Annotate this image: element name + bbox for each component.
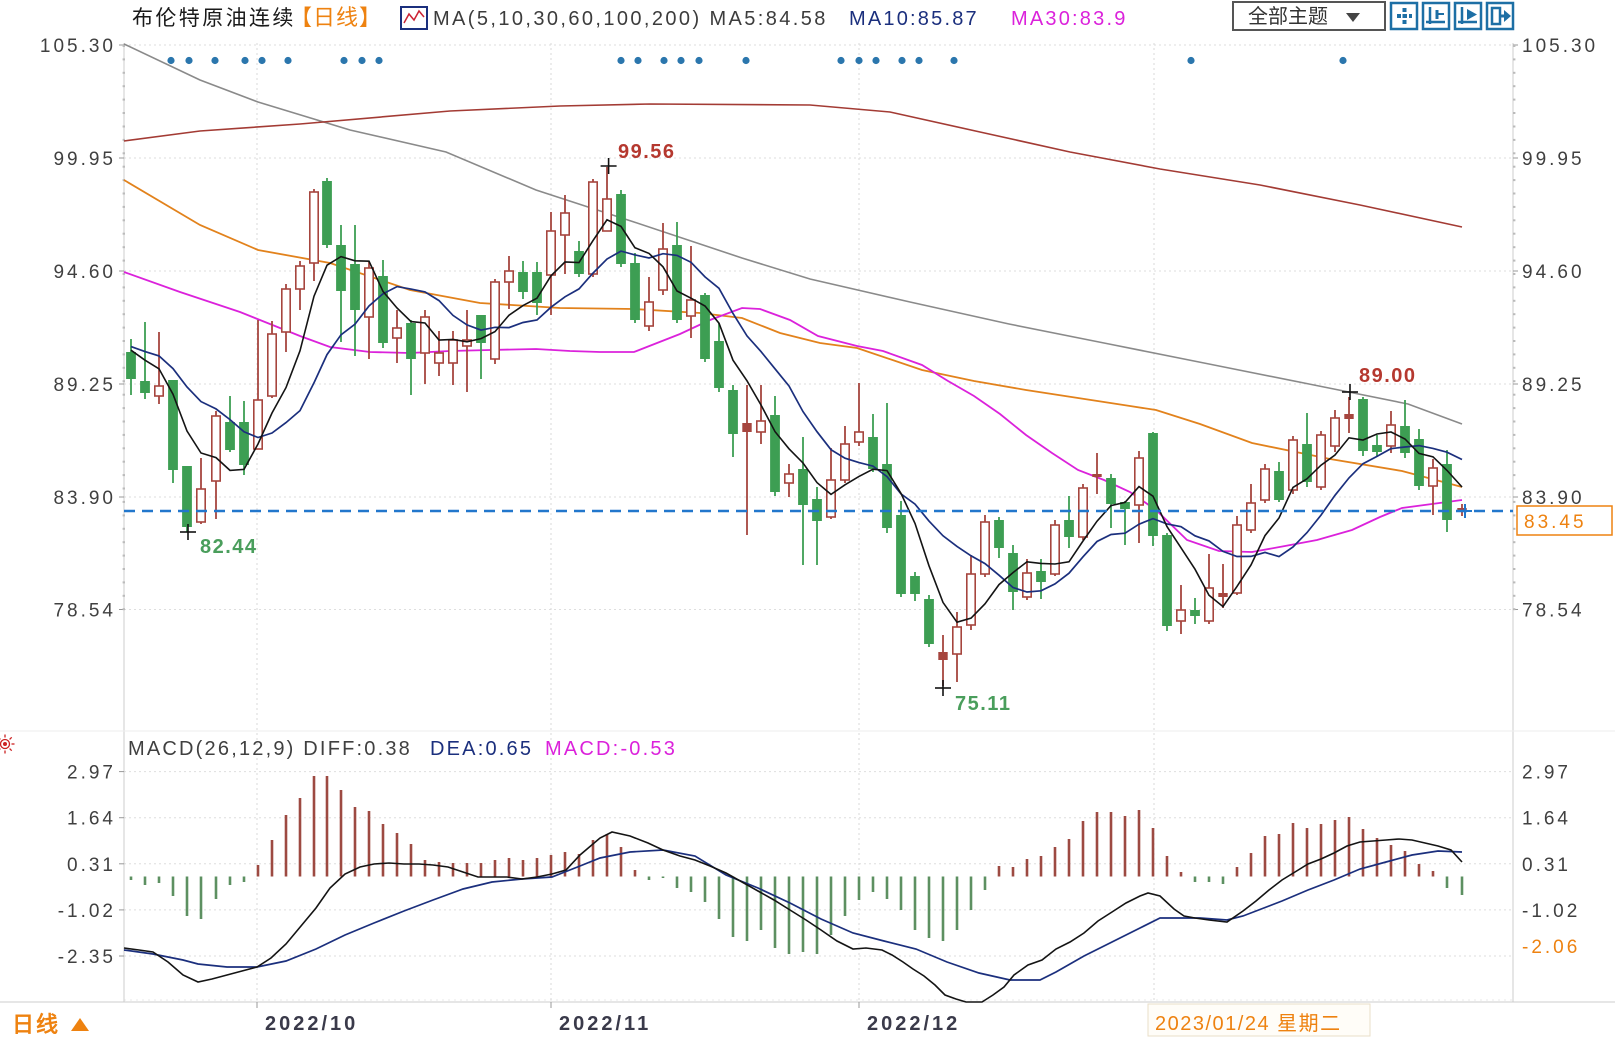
svg-text:DEA:0.65: DEA:0.65	[430, 738, 533, 760]
svg-text:89.25: 89.25	[1522, 375, 1585, 396]
svg-text:94.60: 94.60	[1522, 262, 1585, 283]
svg-text:2022/10: 2022/10	[265, 1013, 358, 1035]
svg-text:78.54: 78.54	[53, 601, 116, 622]
svg-text:日线: 日线	[12, 1012, 60, 1037]
svg-text:2023/01/24 星期二: 2023/01/24 星期二	[1155, 1013, 1342, 1035]
svg-text:78.54: 78.54	[1522, 601, 1585, 622]
svg-text:2.97: 2.97	[1522, 763, 1571, 784]
svg-text:2022/12: 2022/12	[867, 1013, 960, 1035]
svg-text:全部主题: 全部主题	[1248, 5, 1328, 28]
svg-text:1.64: 1.64	[1522, 809, 1571, 830]
svg-text:MACD:-0.53: MACD:-0.53	[545, 738, 677, 760]
svg-text:75.11: 75.11	[955, 693, 1011, 715]
svg-text:MA(5,10,30,60,100,200) MA5:84.: MA(5,10,30,60,100,200) MA5:84.58	[433, 8, 828, 30]
svg-text:83.45: 83.45	[1524, 512, 1587, 533]
svg-text:105.30: 105.30	[40, 36, 116, 57]
svg-text:89.00: 89.00	[1359, 365, 1417, 387]
svg-text:MACD(26,12,9) DIFF:0.38: MACD(26,12,9) DIFF:0.38	[128, 738, 412, 760]
svg-text:99.95: 99.95	[1522, 149, 1585, 170]
svg-text:MA10:85.87: MA10:85.87	[849, 8, 979, 30]
svg-text:MA30:83.9: MA30:83.9	[1011, 8, 1128, 30]
svg-text:2022/11: 2022/11	[559, 1013, 651, 1035]
svg-text:94.60: 94.60	[53, 262, 116, 283]
svg-text:83.90: 83.90	[53, 488, 116, 509]
svg-text:2.97: 2.97	[67, 763, 116, 784]
svg-text:布伦特原油连续: 布伦特原油连续	[132, 7, 296, 30]
svg-text:1.64: 1.64	[67, 809, 116, 830]
svg-text:-2.06: -2.06	[1522, 937, 1580, 958]
svg-text:-2.35: -2.35	[58, 947, 116, 968]
svg-text:0.31: 0.31	[1522, 855, 1571, 876]
svg-text:-1.02: -1.02	[58, 901, 116, 922]
svg-text:83.90: 83.90	[1522, 488, 1585, 509]
svg-text:105.30: 105.30	[1522, 36, 1598, 57]
svg-text:99.56: 99.56	[618, 141, 676, 163]
svg-text:82.44: 82.44	[200, 536, 258, 558]
svg-text:89.25: 89.25	[53, 375, 116, 396]
svg-text:0.31: 0.31	[67, 855, 116, 876]
svg-text:99.95: 99.95	[53, 149, 116, 170]
svg-text:【日线】: 【日线】	[290, 5, 382, 30]
svg-text:-1.02: -1.02	[1522, 901, 1580, 922]
